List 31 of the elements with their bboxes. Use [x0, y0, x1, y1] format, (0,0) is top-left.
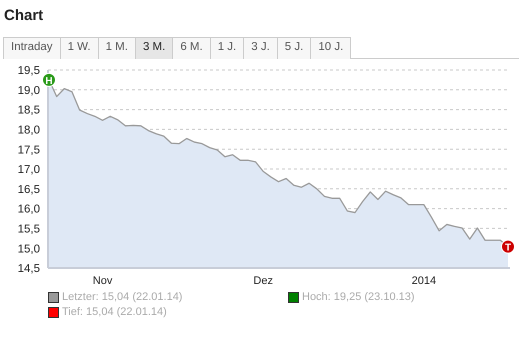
y-tick-label: 18,5 [18, 104, 40, 117]
tab-button: 3 M. [134, 37, 174, 59]
tab-button: 1 J. [210, 37, 244, 59]
tab-button: 5 J. [276, 37, 312, 59]
y-tick-label: 17,0 [18, 164, 40, 176]
y-tick-label: 16,5 [18, 184, 40, 196]
legend-label: Letzter: 15,04 (22.01.14) [61, 291, 184, 303]
text: Hoch: 19,25 (23.10.13) [301, 291, 416, 303]
annotation: H [45, 76, 53, 87]
y-tick-label: 19,0 [18, 84, 40, 97]
tab-button: 10 J. [310, 37, 352, 59]
chart-title: Chart [4, 7, 44, 24]
y-tick-label: 18,0 [18, 124, 40, 136]
x-tick-label: Dez [253, 274, 273, 287]
x-tick-label: 2014 [412, 274, 436, 287]
tab-button: 6 M. [172, 37, 211, 59]
annotation: T [504, 242, 512, 254]
text: Tief: 15,04 (22.01.14) [61, 306, 168, 318]
y-tick-label: 16,0 [18, 204, 40, 216]
y-tick-label: 15,5 [18, 223, 40, 236]
letter-badge: H [42, 72, 56, 87]
y-tick-label: 19,5 [18, 65, 40, 78]
tab-button: 1 M. [98, 37, 136, 59]
x-tick-label: Nov [92, 274, 113, 287]
y-tick-label: 17,5 [18, 144, 40, 156]
y-tick-label: 15,0 [18, 243, 40, 256]
y-tick-label: 14,5 [18, 263, 40, 276]
letter-badge: T [501, 240, 515, 254]
tab-button: 1 W. [60, 37, 99, 59]
tab-button: Intraday [3, 37, 61, 59]
tab-button: 3 J. [243, 37, 278, 59]
